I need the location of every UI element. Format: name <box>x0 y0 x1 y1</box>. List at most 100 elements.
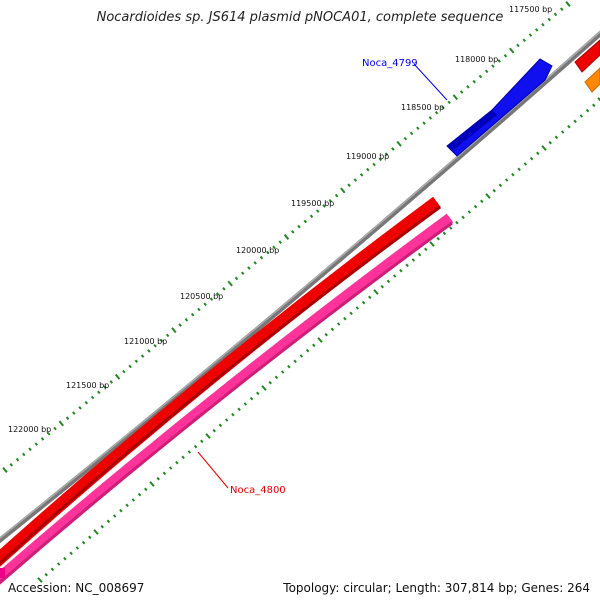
track-tick <box>162 471 167 476</box>
track-tick <box>2 467 8 473</box>
track-tick <box>409 131 414 136</box>
track-tick <box>175 460 179 465</box>
track-tick <box>200 439 204 444</box>
track-tick <box>492 188 496 193</box>
track-tick <box>579 114 584 118</box>
track-tick <box>441 105 445 110</box>
track-tick <box>190 312 195 317</box>
track-tick <box>573 119 577 124</box>
track-tick <box>222 286 226 291</box>
track-tick <box>237 407 241 412</box>
tick-label: 120500 bp <box>180 292 223 301</box>
tick-label: 121500 bp <box>66 381 109 390</box>
track-tick <box>227 280 233 287</box>
track-tick <box>386 279 391 284</box>
track-tick <box>411 258 416 262</box>
track-tick <box>309 214 314 219</box>
track-tick <box>528 33 533 37</box>
track-tick <box>355 306 360 310</box>
track-tick <box>366 167 370 172</box>
track-tick <box>268 380 272 385</box>
tick-label: 121000 bp <box>124 337 167 346</box>
track-tick <box>40 437 45 441</box>
track-tick <box>434 110 439 115</box>
label-leader-noca-4800 <box>197 451 229 489</box>
gene-noca-4799[interactable] <box>446 58 553 157</box>
track-tick <box>159 338 164 343</box>
track-tick <box>278 240 282 244</box>
gene-stub-left <box>0 568 5 578</box>
track-tick <box>503 53 508 58</box>
track-tick <box>511 172 515 177</box>
track-tick <box>58 420 64 427</box>
track-tick <box>283 234 290 240</box>
track-tick <box>497 59 501 63</box>
gene-pink-bar-shade <box>0 221 453 585</box>
track-tick <box>396 140 402 147</box>
track-tick <box>72 411 76 415</box>
gene-noca-4800-bar[interactable] <box>0 196 441 567</box>
track-tick <box>47 431 51 436</box>
track-tick <box>334 193 339 198</box>
track-tick <box>253 261 257 265</box>
track-tick <box>261 385 267 391</box>
gene-label-noca-4799[interactable]: Noca_4799 <box>362 58 418 69</box>
track-tick <box>392 274 397 278</box>
track-tick <box>299 354 304 358</box>
track-tick <box>522 38 526 43</box>
track-tick <box>565 1 571 7</box>
track-tick <box>547 17 551 22</box>
track-tick <box>316 209 320 213</box>
track-tick <box>93 529 99 535</box>
gene-pink-bar[interactable] <box>0 213 454 586</box>
track-tick <box>156 476 160 481</box>
track-tick <box>65 416 70 421</box>
track-tick <box>436 236 440 241</box>
sequence-info-text: Topology: circular; Length: 307,814 bp; … <box>283 581 590 595</box>
gene-label-noca-4800[interactable]: Noca_4800 <box>230 485 286 496</box>
track-tick <box>461 215 465 220</box>
track-tick <box>523 162 528 166</box>
track-tick <box>416 126 420 131</box>
track-tick <box>274 375 279 380</box>
gene-orange-top-right <box>584 67 600 93</box>
track-tick <box>106 519 111 524</box>
tick-label: 122000 bp <box>8 425 51 434</box>
tick-label: 118000 bp <box>455 55 498 64</box>
track-tick <box>452 94 459 101</box>
track-tick <box>585 108 590 113</box>
track-tick <box>349 311 353 316</box>
track-tick <box>324 332 328 337</box>
track-tick <box>88 535 92 540</box>
map-title: Nocardioides sp. JS614 plasmid pNOCA01, … <box>96 10 504 25</box>
track-tick <box>548 140 552 145</box>
track-tick <box>53 426 57 431</box>
track-tick <box>399 268 403 273</box>
track-tick <box>541 22 545 27</box>
track-tick <box>340 187 346 194</box>
track-tick <box>473 204 478 209</box>
track-tick <box>134 359 139 364</box>
track-tick <box>84 400 89 405</box>
outer-dot-track <box>2 1 571 473</box>
track-tick <box>69 551 73 556</box>
label-leader-noca-4799 <box>413 63 448 101</box>
track-tick <box>205 433 211 439</box>
tick-label: 117500 bp <box>509 5 552 14</box>
track-tick <box>305 348 310 353</box>
track-tick <box>137 492 142 497</box>
track-tick <box>100 524 104 529</box>
track-tick <box>478 74 483 79</box>
track-tick <box>240 271 245 276</box>
track-tick <box>112 514 117 518</box>
track-tick <box>97 390 101 395</box>
track-tick <box>455 220 459 225</box>
track-tick <box>193 444 198 449</box>
track-tick <box>140 354 145 358</box>
track-tick <box>303 219 307 224</box>
track-tick <box>109 380 114 384</box>
track-tick <box>90 395 95 400</box>
track-tick <box>153 343 157 348</box>
track-tick <box>592 103 596 108</box>
track-tick <box>178 323 182 327</box>
